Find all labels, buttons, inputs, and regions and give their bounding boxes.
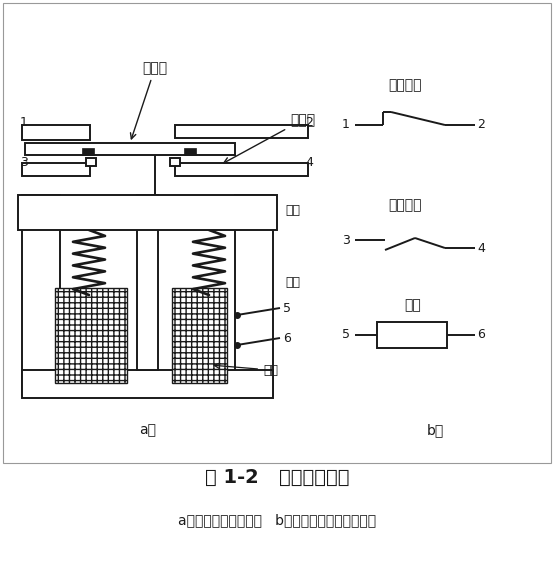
Bar bbox=[22, 195, 60, 395]
Bar bbox=[18, 195, 277, 230]
Text: 5: 5 bbox=[342, 329, 350, 342]
Text: 4: 4 bbox=[477, 242, 485, 254]
Bar bbox=[172, 288, 227, 383]
Bar bbox=[25, 143, 235, 155]
Text: 4: 4 bbox=[305, 156, 313, 168]
Text: 铁心: 铁心 bbox=[285, 277, 300, 290]
Text: 5: 5 bbox=[283, 301, 291, 315]
Text: a）: a） bbox=[140, 423, 156, 437]
Text: a）继电器结构示意图   b）继电器组成的电路符号: a）继电器结构示意图 b）继电器组成的电路符号 bbox=[178, 513, 376, 527]
Text: 6: 6 bbox=[477, 329, 485, 342]
Text: 2: 2 bbox=[477, 119, 485, 132]
Bar bbox=[175, 163, 308, 176]
Bar bbox=[235, 195, 273, 395]
Bar bbox=[175, 125, 308, 138]
Text: 图 1-2   继电器示意图: 图 1-2 继电器示意图 bbox=[205, 467, 349, 487]
Text: 1: 1 bbox=[342, 119, 350, 132]
Bar bbox=[82, 148, 94, 155]
Bar bbox=[3, 3, 551, 463]
Text: 6: 6 bbox=[283, 332, 291, 345]
Text: b）: b） bbox=[427, 423, 444, 437]
Bar bbox=[22, 163, 90, 176]
Bar bbox=[184, 148, 196, 155]
Bar bbox=[22, 125, 90, 140]
Text: 线圈: 线圈 bbox=[214, 363, 278, 377]
Text: 常开触点: 常开触点 bbox=[388, 198, 422, 212]
Text: 2: 2 bbox=[305, 115, 313, 129]
Bar bbox=[377, 322, 447, 348]
Text: 衔铁: 衔铁 bbox=[285, 204, 300, 216]
Bar bbox=[22, 370, 273, 398]
Text: 常闭触点: 常闭触点 bbox=[388, 78, 422, 92]
Bar bbox=[86, 158, 96, 166]
Bar bbox=[170, 158, 180, 166]
Text: 3: 3 bbox=[20, 156, 28, 168]
Text: 3: 3 bbox=[342, 233, 350, 246]
Text: 线圈: 线圈 bbox=[404, 298, 422, 312]
Bar bbox=[137, 195, 158, 370]
Text: 1: 1 bbox=[20, 115, 28, 129]
Bar bbox=[55, 288, 127, 383]
Text: 动触点: 动触点 bbox=[131, 61, 167, 139]
Text: 静触点: 静触点 bbox=[224, 113, 315, 163]
